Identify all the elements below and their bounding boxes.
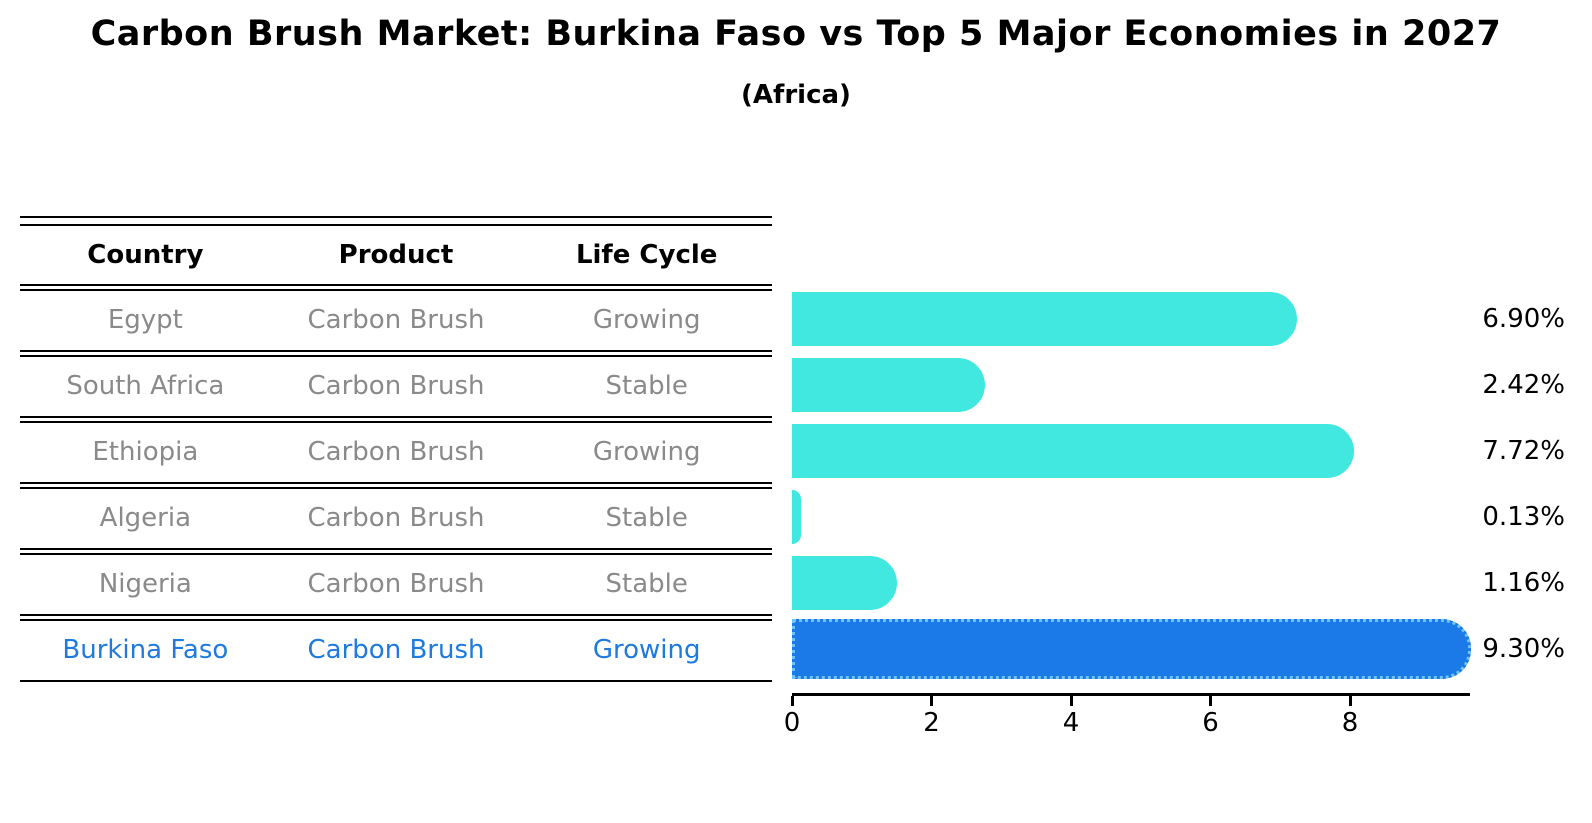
table-row: Nigeria Carbon Brush Stable <box>20 553 772 616</box>
table-row-highlight: Burkina Faso Carbon Brush Growing <box>20 619 772 682</box>
table-header-row: Country Product Life Cycle <box>20 224 772 286</box>
column-header-product: Product <box>338 240 454 270</box>
cell-country: Nigeria <box>98 569 192 599</box>
cell-lifecycle: Stable <box>605 569 688 599</box>
bar-value-label: 0.13% <box>1482 502 1565 532</box>
cell-lifecycle: Growing <box>592 635 701 665</box>
cell-country: Ethiopia <box>92 437 199 467</box>
x-tick-label: 2 <box>923 708 940 738</box>
x-axis-tick <box>1209 696 1212 706</box>
x-axis-tick <box>790 696 794 706</box>
bar-value-label: 9.30% <box>1482 634 1565 664</box>
bar <box>792 424 1355 478</box>
data-table: Country Product Life Cycle Egypt Carbon … <box>20 224 772 682</box>
cell-country: Algeria <box>99 503 192 533</box>
table-row: Ethiopia Carbon Brush Growing <box>20 421 772 484</box>
table-body: Egypt Carbon Brush Growing South Africa … <box>20 289 772 682</box>
bar-highlight <box>792 619 1471 679</box>
table-row: South Africa Carbon Brush Stable <box>20 355 772 418</box>
column-header-country: Country <box>87 240 204 270</box>
bar-value-label: 2.42% <box>1482 370 1565 400</box>
x-tick-label: 8 <box>1341 708 1359 738</box>
x-axis-tick <box>930 696 933 706</box>
cell-country: South Africa <box>66 371 225 401</box>
bar <box>792 358 985 412</box>
table-row: Egypt Carbon Brush Growing <box>20 289 772 352</box>
x-axis-tick <box>1348 696 1352 706</box>
cell-lifecycle: Growing <box>592 437 701 467</box>
chart-title: Carbon Brush Market: Burkina Faso vs Top… <box>90 14 1502 54</box>
cell-product: Carbon Brush <box>307 371 485 401</box>
cell-lifecycle: Stable <box>605 503 688 533</box>
cell-product: Carbon Brush <box>307 635 485 665</box>
x-tick-label: 4 <box>1062 708 1080 738</box>
bar <box>792 556 897 610</box>
x-axis-line <box>792 693 1470 696</box>
cell-product: Carbon Brush <box>307 305 485 335</box>
table-top-rule <box>20 216 772 218</box>
bar <box>792 490 802 544</box>
bar-value-label: 6.90% <box>1482 304 1565 334</box>
cell-product: Carbon Brush <box>307 437 485 467</box>
bar-value-label: 1.16% <box>1482 568 1565 598</box>
cell-lifecycle: Growing <box>592 305 701 335</box>
cell-lifecycle: Stable <box>605 371 688 401</box>
bar-value-label: 7.72% <box>1482 436 1565 466</box>
x-tick-label: 0 <box>783 708 801 738</box>
table-row: Algeria Carbon Brush Stable <box>20 487 772 550</box>
cell-product: Carbon Brush <box>307 569 485 599</box>
cell-country: Burkina Faso <box>62 635 229 665</box>
x-axis-tick <box>1069 696 1073 706</box>
cell-country: Egypt <box>107 305 183 335</box>
bar <box>792 292 1298 346</box>
chart-subtitle: (Africa) <box>741 80 851 110</box>
column-header-lifecycle: Life Cycle <box>575 240 718 270</box>
cell-product: Carbon Brush <box>307 503 485 533</box>
x-tick-label: 6 <box>1202 708 1219 738</box>
